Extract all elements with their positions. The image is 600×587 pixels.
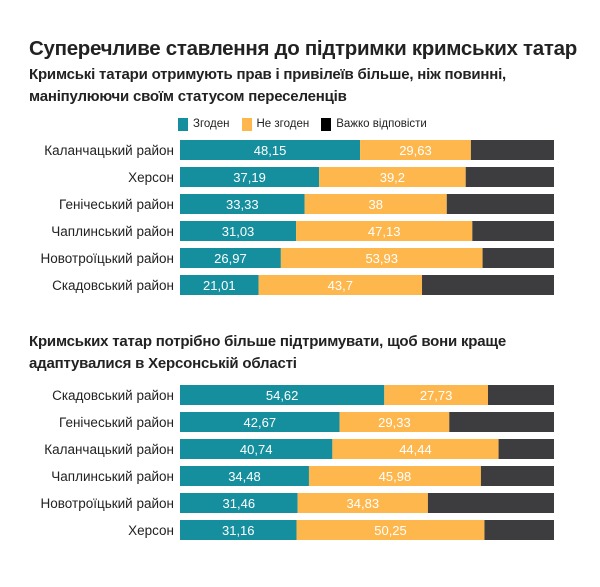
value-label: 53,93 [365, 251, 398, 266]
bar-segment-disagree [319, 167, 466, 187]
bar-row: Новотроїцький район 31,46 34,83 [41, 493, 554, 513]
bar-row: Каланчацький район 48,15 29,63 [44, 140, 554, 160]
bar-row: Херсон 37,19 39,2 [128, 167, 554, 187]
bar-segment-agree [180, 493, 298, 513]
bar-segment-hard [470, 140, 554, 160]
value-label: 31,46 [223, 496, 256, 511]
value-label: 34,48 [228, 469, 261, 484]
bar-segment-hard [449, 412, 554, 432]
legend-swatch-agree [178, 117, 188, 131]
bar-segment-hard [498, 439, 554, 459]
bar-row: Каланчацький район 40,74 44,44 [44, 439, 554, 459]
category-label: Чаплинський район [51, 469, 174, 484]
legend-swatch-disagree [241, 117, 252, 131]
value-label: 45,98 [379, 469, 412, 484]
bar-segment-agree [180, 439, 333, 459]
bar-segment-hard [484, 520, 554, 540]
value-label: 29,63 [399, 143, 432, 158]
bar-row: Чаплинський район 31,03 47,13 [51, 221, 554, 241]
value-label: 47,13 [368, 224, 401, 239]
category-label: Каланчацький район [44, 442, 174, 457]
chart-1: Каланчацький район 48,15 29,63 Херсон 37,19 3… [41, 140, 554, 295]
category-label: Генічеський район [59, 197, 174, 212]
bar-segment-hard [465, 167, 554, 187]
category-label: Скадовський район [52, 278, 174, 293]
legend-item-agree: Згоден [178, 117, 230, 131]
chart-2-title: Кримських татар потрібно більше підтриму… [29, 333, 507, 372]
category-label: Новотроїцький район [41, 496, 174, 511]
bar-segment-hard [446, 194, 554, 214]
value-label: 29,33 [378, 415, 411, 430]
bar-segment-agree [180, 221, 297, 241]
bar-row: Херсон 31,16 50,25 [128, 520, 554, 540]
bar-segment-agree [180, 520, 297, 540]
bar-segment-hard [472, 221, 554, 241]
value-label: 31,03 [222, 224, 255, 239]
bar-row: Новотроїцький район 26,97 53,93 [41, 248, 554, 268]
value-label: 48,15 [254, 143, 287, 158]
bar-segment-disagree [297, 493, 428, 513]
chart-2: Скадовський район 54,62 27,73 Генічеський р… [41, 385, 554, 540]
category-label: Херсон [128, 170, 174, 185]
value-label: 26,97 [214, 251, 247, 266]
category-label: Новотроїцький район [41, 251, 174, 266]
value-label: 40,74 [240, 442, 273, 457]
value-label: 42,67 [244, 415, 277, 430]
bar-segment-agree [180, 248, 281, 268]
bar-segment-agree [180, 385, 385, 405]
legend-item-disagree: Не згоден [241, 117, 310, 131]
value-label: 27,73 [420, 388, 453, 403]
bar-row: Скадовський район 54,62 27,73 [52, 385, 554, 405]
bar-segment-agree [180, 167, 320, 187]
bar-segment-disagree [360, 140, 471, 160]
chart-1-title: Кримські татари отримують прав і привіле… [29, 66, 507, 105]
category-label: Каланчацький район [44, 143, 174, 158]
value-label: 33,33 [226, 197, 259, 212]
value-label: 34,83 [347, 496, 380, 511]
bar-segment-disagree [280, 248, 483, 268]
value-label: 21,01 [203, 278, 236, 293]
value-label: 39,2 [380, 170, 405, 185]
value-label: 50,25 [374, 523, 407, 538]
legend-label-agree: Згоден [193, 118, 230, 130]
bar-segment-hard [427, 493, 554, 513]
legend-label-disagree: Не згоден [256, 118, 310, 130]
value-label: 38 [368, 197, 382, 212]
bar-segment-agree [180, 275, 259, 295]
legend-swatch-hard [321, 117, 332, 131]
legend-item-hard: Важко відповісти [321, 117, 427, 131]
bar-segment-agree [180, 140, 361, 160]
bar-segment-disagree [384, 385, 488, 405]
bar-segment-disagree [296, 520, 485, 540]
bar-segment-agree [180, 412, 340, 432]
value-label: 44,44 [399, 442, 432, 457]
bar-row: Чаплинський район 34,48 45,98 [51, 466, 554, 486]
bar-segment-hard [487, 385, 554, 405]
bar-segment-disagree [339, 412, 450, 432]
bar-segment-disagree [332, 439, 499, 459]
value-label: 54,62 [266, 388, 299, 403]
value-label: 37,19 [233, 170, 266, 185]
value-label: 31,16 [222, 523, 255, 538]
category-label: Генічеський район [59, 415, 174, 430]
bar-segment-agree [180, 194, 305, 214]
category-label: Чаплинський район [51, 224, 174, 239]
bar-segment-hard [482, 248, 554, 268]
bar-segment-hard [480, 466, 554, 486]
legend-label-hard: Важко відповісти [336, 118, 427, 130]
legend: Згоден Не згоден Важко відповісти [178, 116, 439, 132]
bar-segment-hard [422, 275, 554, 295]
bar-segment-disagree [258, 275, 423, 295]
page-title: Суперечливе ставлення до підтримки кримс… [29, 37, 577, 60]
value-label: 43,7 [328, 278, 353, 293]
category-label: Херсон [128, 523, 174, 538]
bar-row: Скадовський район 21,01 43,7 [52, 275, 554, 295]
bar-segment-disagree [296, 221, 473, 241]
bar-segment-agree [180, 466, 309, 486]
bar-segment-disagree [308, 466, 481, 486]
bar-row: Генічеський район 33,33 38 [59, 194, 554, 214]
bar-row: Генічеський район 42,67 29,33 [59, 412, 554, 432]
category-label: Скадовський район [52, 388, 174, 403]
bar-segment-disagree [304, 194, 447, 214]
